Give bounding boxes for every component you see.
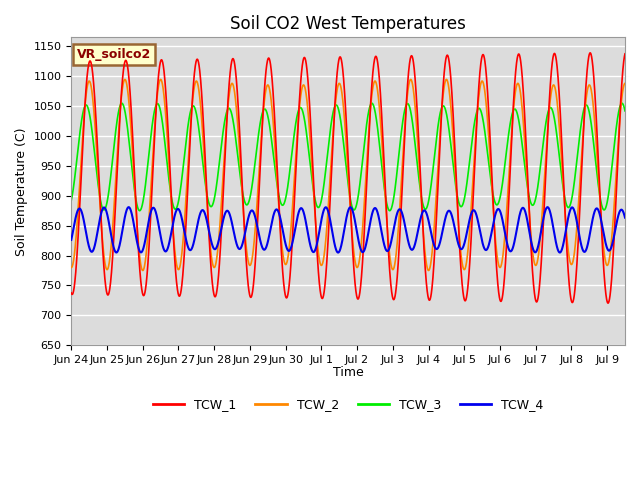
TCW_1 xyxy=(604,300,612,306)
TCW_4 xyxy=(67,237,75,243)
TCW_3 xyxy=(570,188,577,193)
TCW_1 xyxy=(426,297,433,303)
Legend: TCW_1, TCW_2, TCW_3, TCW_4: TCW_1, TCW_2, TCW_3, TCW_4 xyxy=(148,393,548,416)
TCW_4 xyxy=(426,223,433,229)
TCW_3 xyxy=(190,104,198,109)
TCW_1 xyxy=(433,203,441,209)
TCW_4 xyxy=(241,233,248,239)
Line: TCW_1: TCW_1 xyxy=(71,53,625,303)
TCW_2 xyxy=(67,264,75,270)
TCW_3 xyxy=(621,108,629,114)
TCW_4 xyxy=(621,215,629,220)
TCW_2 xyxy=(621,81,629,86)
TCW_3 xyxy=(241,197,248,203)
TCW_1 xyxy=(67,290,75,296)
TCW_4 xyxy=(606,248,614,253)
TCW_2 xyxy=(433,174,441,180)
TCW_3 xyxy=(618,100,626,106)
Line: TCW_3: TCW_3 xyxy=(71,103,625,211)
Y-axis label: Soil Temperature (C): Soil Temperature (C) xyxy=(15,127,28,255)
TCW_2 xyxy=(121,76,129,82)
Title: Soil CO2 West Temperatures: Soil CO2 West Temperatures xyxy=(230,15,466,33)
TCW_2 xyxy=(426,266,433,272)
TCW_2 xyxy=(191,83,198,88)
TCW_1 xyxy=(569,299,577,304)
TCW_2 xyxy=(139,268,147,274)
TCW_1 xyxy=(241,224,248,229)
TCW_3 xyxy=(426,193,433,199)
TCW_1 xyxy=(190,72,198,78)
TCW_2 xyxy=(570,257,577,263)
Line: TCW_2: TCW_2 xyxy=(71,79,625,271)
TCW_4 xyxy=(433,246,441,252)
TCW_4 xyxy=(570,205,577,211)
TCW_4 xyxy=(125,204,132,210)
X-axis label: Time: Time xyxy=(333,366,364,379)
TCW_2 xyxy=(241,226,248,231)
TCW_3 xyxy=(605,185,613,191)
TCW_3 xyxy=(433,129,441,135)
Text: VR_soilco2: VR_soilco2 xyxy=(77,48,151,61)
TCW_4 xyxy=(191,237,198,243)
TCW_3 xyxy=(67,198,75,204)
TCW_4 xyxy=(334,250,342,255)
Line: TCW_4: TCW_4 xyxy=(71,207,625,252)
TCW_1 xyxy=(606,295,614,301)
TCW_2 xyxy=(606,254,614,260)
TCW_1 xyxy=(586,50,594,56)
TCW_3 xyxy=(386,208,394,214)
TCW_1 xyxy=(621,51,629,57)
